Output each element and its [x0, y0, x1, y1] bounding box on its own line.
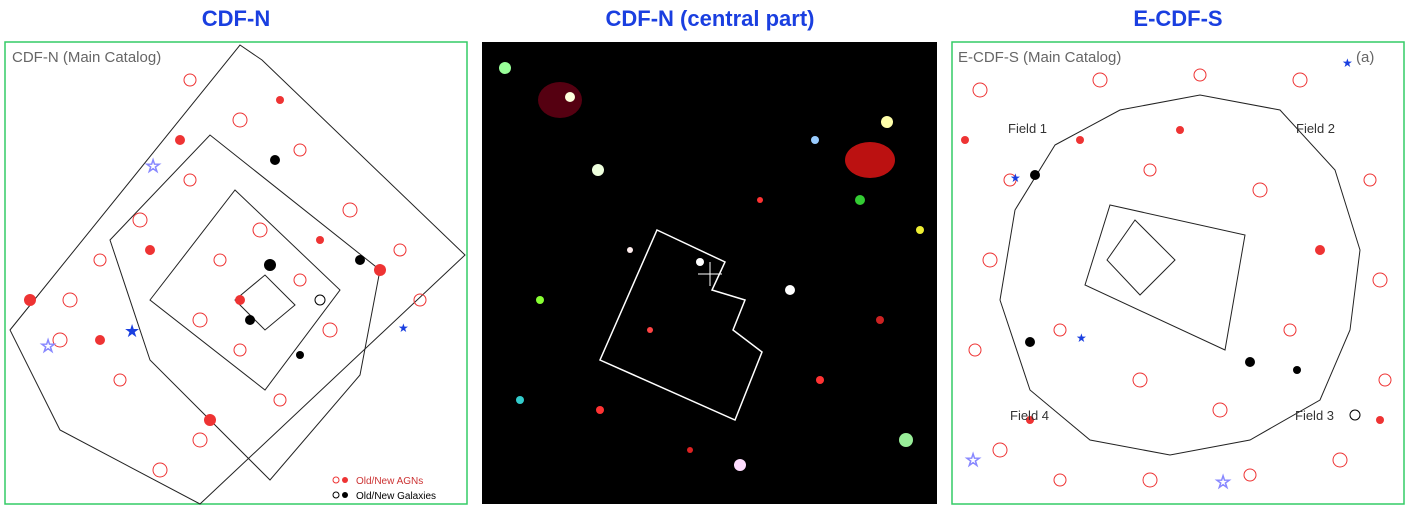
panel-label: E-CDF-S (Main Catalog): [958, 49, 1121, 66]
source-marker: [1293, 366, 1301, 374]
star: ☆: [1215, 472, 1231, 492]
shape: [845, 142, 895, 178]
star: ★: [124, 321, 140, 341]
source-marker: [696, 258, 704, 266]
shape: [952, 42, 1404, 504]
source-marker: [270, 155, 280, 165]
source-marker: [499, 62, 511, 74]
legend-label: Old/New Galaxies: [356, 491, 436, 502]
source-marker: [245, 315, 255, 325]
source-marker: [1245, 357, 1255, 367]
source-marker: [316, 236, 324, 244]
panel-image: [482, 42, 937, 504]
star: ★: [1076, 331, 1087, 345]
source-marker: [1176, 126, 1184, 134]
source-marker: [855, 195, 865, 205]
field-label: Field 2: [1296, 121, 1335, 136]
star: ☆: [145, 156, 161, 176]
field-label: Field 1: [1008, 121, 1047, 136]
figure: CDF-N CDF-N (central part) E-CDF-S ★ ☆ ☆…: [0, 0, 1409, 505]
source-marker: [785, 285, 795, 295]
panel-title: E-CDF-S: [1133, 6, 1222, 31]
panel-title: CDF-N: [202, 6, 270, 31]
source-marker: [876, 316, 884, 324]
source-marker: [342, 477, 348, 483]
source-marker: [342, 492, 348, 498]
source-marker: [296, 351, 304, 359]
source-marker: [175, 135, 185, 145]
star: ★: [1010, 171, 1021, 185]
source-marker: [916, 226, 924, 234]
source-marker: [264, 259, 276, 271]
source-marker: [276, 96, 284, 104]
panel-label: CDF-N (Main Catalog): [12, 49, 161, 66]
star: ★: [398, 321, 409, 335]
shape: [5, 42, 467, 504]
source-marker: [204, 414, 216, 426]
panel-cdfn: ★ ☆ ☆ ★ CDF-N (Main Catalog) Old/New AGN…: [5, 42, 467, 504]
source-marker: [145, 245, 155, 255]
source-marker: [536, 296, 544, 304]
source-marker: [1025, 337, 1035, 347]
source-marker: [355, 255, 365, 265]
source-marker: [565, 92, 575, 102]
panel-ecdfs: ★ ☆ ☆ ★ ★ E-CDF-S (Main Catalog) (a) Fie…: [952, 42, 1404, 504]
source-marker: [235, 295, 245, 305]
source-marker: [596, 406, 604, 414]
source-marker: [516, 396, 524, 404]
source-marker: [374, 264, 386, 276]
legend-label: Old/New AGNs: [356, 476, 423, 487]
source-marker: [899, 433, 913, 447]
source-marker: [592, 164, 604, 176]
source-marker: [95, 335, 105, 345]
source-marker: [734, 459, 746, 471]
source-marker: [881, 116, 893, 128]
shape: [538, 82, 582, 118]
source-marker: [757, 197, 763, 203]
star: ☆: [40, 336, 56, 356]
panel-tag: (a): [1356, 49, 1374, 66]
source-marker: [961, 136, 969, 144]
source-marker: [816, 376, 824, 384]
star: ★: [1342, 56, 1353, 70]
panel-title: CDF-N (central part): [605, 6, 814, 31]
source-marker: [687, 447, 693, 453]
source-marker: [811, 136, 819, 144]
source-marker: [1076, 136, 1084, 144]
source-marker: [1376, 416, 1384, 424]
source-marker: [24, 294, 36, 306]
source-marker: [627, 247, 633, 253]
source-marker: [647, 327, 653, 333]
star: ☆: [965, 450, 981, 470]
field-label: Field 3: [1295, 408, 1334, 423]
source-marker: [1030, 170, 1040, 180]
field-label: Field 4: [1010, 408, 1049, 423]
source-marker: [1315, 245, 1325, 255]
